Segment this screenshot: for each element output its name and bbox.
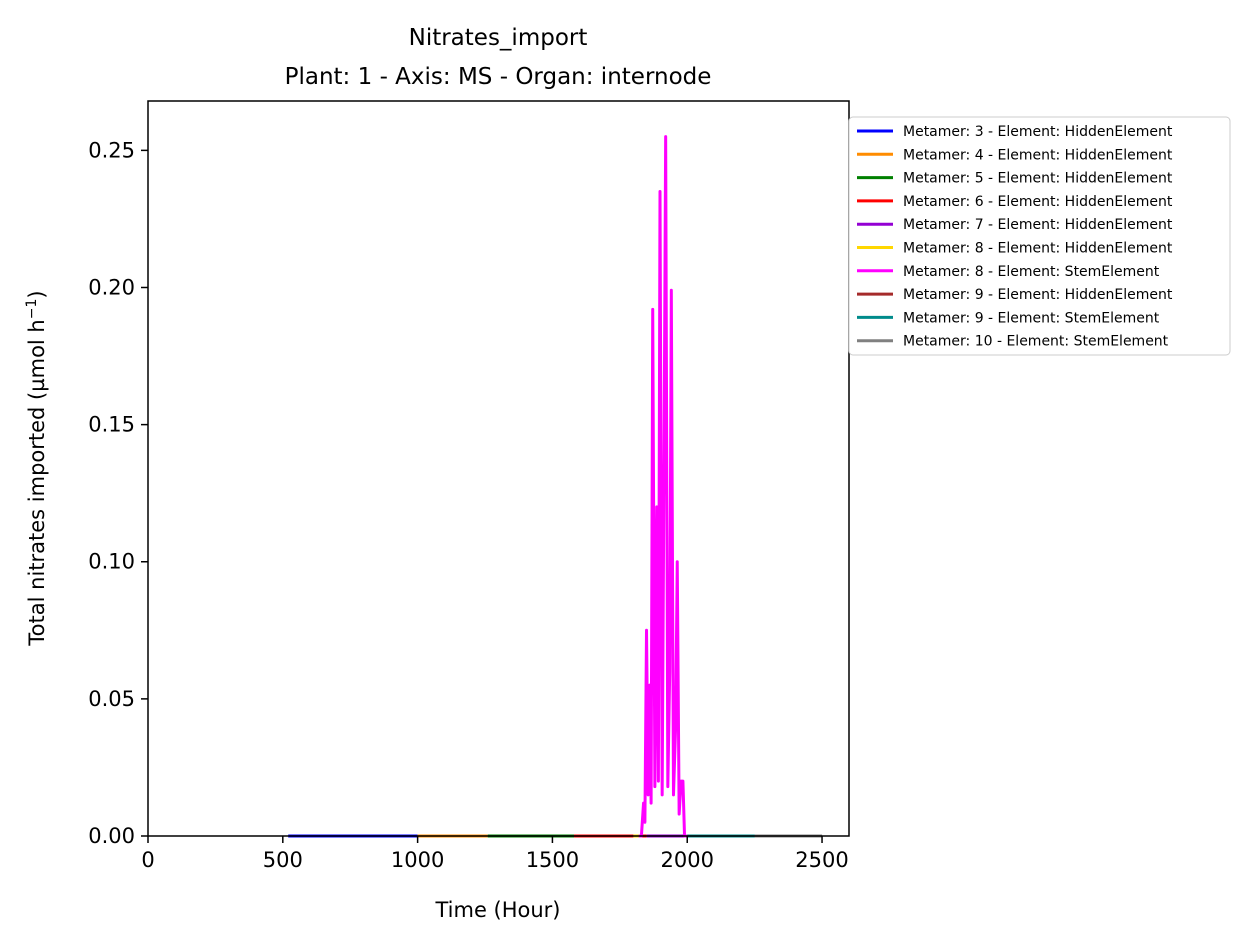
- y-tick-label: 0.25: [88, 138, 135, 162]
- y-axis: 0.00 0.05 0.10 0.15 0.20 0.25: [88, 138, 148, 848]
- y-axis-label-close: ): [25, 290, 49, 298]
- legend-frame: [848, 116, 1231, 356]
- y-axis-label-main: Total nitrates imported (µmol h: [25, 319, 49, 646]
- x-tick-label: 2500: [795, 848, 848, 872]
- legend-label: Metamer: 4 - Element: HiddenElement: [903, 147, 1173, 163]
- x-axis-label: Time (Hour): [434, 898, 560, 922]
- legend-label: Metamer: 9 - Element: StemElement: [903, 310, 1160, 326]
- legend-label: Metamer: 8 - Element: HiddenElement: [903, 241, 1173, 257]
- y-tick-label: 0.00: [88, 824, 135, 848]
- y-axis-label: Total nitrates imported (µmol h−1): [24, 290, 49, 646]
- x-axis: 0 500 1000 1500 2000 2500: [141, 836, 849, 872]
- x-tick-label: 1000: [391, 848, 444, 872]
- x-tick-label: 1500: [526, 848, 579, 872]
- plot-frame: [147, 100, 850, 837]
- chart-title-line1: Nitrates_import: [409, 25, 588, 51]
- legend-label: Metamer: 6 - Element: HiddenElement: [903, 194, 1173, 210]
- x-tick-label: 500: [263, 848, 303, 872]
- series-line-7: [638, 135, 688, 838]
- chart-title-line2: Plant: 1 - Axis: MS - Organ: internode: [285, 64, 712, 90]
- y-tick-label: 0.20: [88, 275, 135, 299]
- legend-label: Metamer: 9 - Element: HiddenElement: [903, 287, 1173, 303]
- x-tick-label: 2000: [661, 848, 714, 872]
- y-tick-label: 0.10: [88, 550, 135, 574]
- series-layer: [288, 135, 823, 838]
- x-tick-label: 0: [141, 848, 154, 872]
- y-tick-label: 0.05: [88, 687, 135, 711]
- y-axis-label-sup: −1: [24, 299, 40, 320]
- legend-label: Metamer: 7 - Element: HiddenElement: [903, 217, 1173, 233]
- legend-label: Metamer: 3 - Element: HiddenElement: [903, 124, 1173, 140]
- plot-area: 0 500 1000 1500 2000 2500 0.00 0.05 0.10 0.15 0.2…: [88, 100, 850, 872]
- legend-label: Metamer: 5 - Element: HiddenElement: [903, 171, 1173, 187]
- y-tick-label: 0.15: [88, 413, 135, 437]
- legend: Metamer: 3 - Element: HiddenElement Metam…: [848, 116, 1231, 356]
- legend-label: Metamer: 10 - Element: StemElement: [903, 334, 1169, 350]
- legend-label: Metamer: 8 - Element: StemElement: [903, 264, 1160, 280]
